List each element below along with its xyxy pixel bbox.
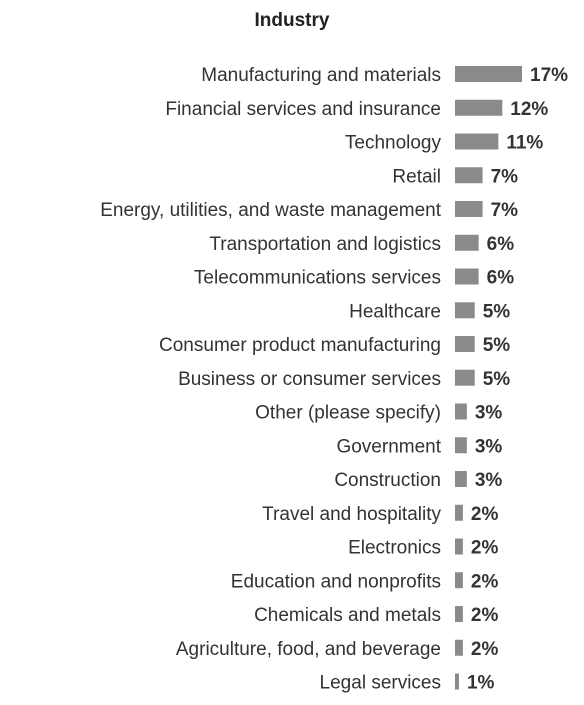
bar-row: Travel and hospitality 2% — [262, 504, 498, 525]
bar-row: Government 3% — [336, 436, 502, 457]
bar — [455, 234, 479, 251]
value-label: 5% — [483, 369, 511, 390]
bar-row: Healthcare 5% — [349, 301, 510, 322]
value-label: 3% — [475, 470, 503, 491]
bar-row: Education and nonprofits 2% — [231, 571, 499, 592]
bar — [455, 369, 475, 386]
bar — [455, 167, 483, 184]
value-label: 5% — [483, 301, 511, 322]
bar — [455, 572, 463, 589]
bar — [455, 673, 459, 690]
bar — [455, 437, 467, 454]
bar-row: Construction 3% — [334, 470, 502, 491]
bar-row: Electronics 2% — [348, 538, 498, 559]
value-label: 17% — [530, 65, 568, 86]
value-label: 5% — [483, 335, 511, 356]
bar — [455, 99, 503, 116]
value-label: 2% — [471, 538, 499, 559]
category-label: Manufacturing and materials — [201, 65, 441, 86]
bar-row: Other (please specify) 3% — [255, 403, 502, 424]
category-label: Construction — [334, 470, 441, 491]
bar-row: Legal services 1% — [320, 673, 495, 694]
category-label: Financial services and insurance — [165, 99, 441, 120]
bar — [455, 606, 463, 622]
value-label: 2% — [471, 605, 499, 626]
bar — [455, 66, 522, 82]
category-label: Retail — [392, 166, 441, 187]
bar-row: Business or consumer services 5% — [178, 369, 510, 390]
category-label: Electronics — [348, 538, 441, 559]
bar — [455, 268, 479, 285]
value-label: 7% — [491, 200, 519, 221]
category-label: Energy, utilities, and waste management — [100, 200, 441, 221]
bar-row: Manufacturing and materials 17% — [201, 65, 568, 86]
value-label: 12% — [510, 99, 548, 120]
bar — [455, 336, 475, 352]
value-label: 2% — [471, 571, 499, 592]
bar — [455, 201, 483, 217]
value-label: 2% — [471, 504, 499, 525]
chart-rows: Manufacturing and materials 17% Financial … — [100, 65, 568, 694]
category-label: Education and nonprofits — [231, 571, 441, 592]
bar-row: Technology 11% — [345, 133, 544, 154]
value-label: 1% — [467, 673, 495, 694]
bar-row: Transportation and logistics 6% — [209, 234, 514, 255]
bar-row: Retail 7% — [392, 166, 518, 187]
value-label: 3% — [475, 436, 503, 457]
value-label: 11% — [506, 133, 543, 154]
bar — [455, 538, 463, 555]
chart-title: Industry — [255, 10, 330, 31]
bar — [455, 133, 499, 150]
bar-row: Energy, utilities, and waste management 7… — [100, 200, 518, 221]
category-label: Chemicals and metals — [254, 605, 441, 626]
bar-row: Agriculture, food, and beverage 2% — [176, 639, 499, 660]
bar-row: Telecommunications services 6% — [194, 268, 514, 289]
category-label: Travel and hospitality — [262, 504, 441, 525]
value-label: 3% — [475, 403, 503, 424]
bar-row: Chemicals and metals 2% — [254, 605, 498, 626]
value-label: 6% — [487, 268, 515, 289]
category-label: Business or consumer services — [178, 369, 441, 390]
bar-row: Consumer product manufacturing 5% — [159, 335, 510, 356]
bar — [455, 504, 463, 521]
value-label: 2% — [471, 639, 499, 660]
value-label: 7% — [491, 166, 519, 187]
category-label: Consumer product manufacturing — [159, 335, 441, 356]
category-label: Agriculture, food, and beverage — [176, 639, 441, 660]
category-label: Telecommunications services — [194, 268, 441, 289]
category-label: Technology — [345, 133, 442, 154]
category-label: Legal services — [320, 673, 441, 694]
category-label: Other (please specify) — [255, 403, 441, 424]
category-label: Healthcare — [349, 301, 441, 322]
category-label: Government — [336, 436, 441, 457]
bar-row: Financial services and insurance 12% — [165, 99, 548, 120]
bar — [455, 471, 467, 487]
bar — [455, 639, 463, 656]
bar — [455, 403, 467, 420]
value-label: 6% — [487, 234, 515, 255]
bar — [455, 302, 475, 319]
category-label: Transportation and logistics — [209, 234, 441, 255]
